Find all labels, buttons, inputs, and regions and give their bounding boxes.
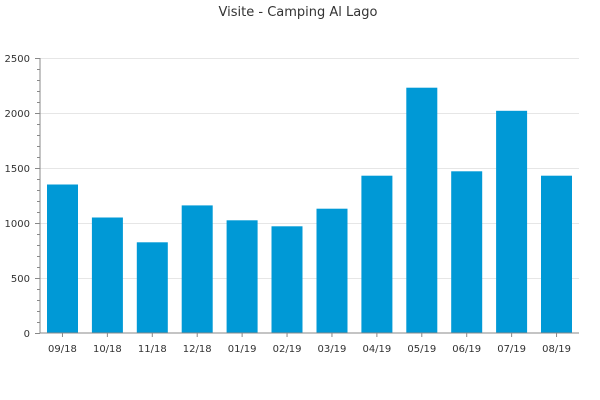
x-tick-label: 02/19 <box>273 344 302 355</box>
y-tick-label: 0 <box>24 329 30 340</box>
y-tick-label: 2500 <box>5 54 30 65</box>
bar-07-19 <box>496 110 528 333</box>
bar-04-19 <box>361 175 393 333</box>
bar-06-19 <box>451 171 483 333</box>
chart-title: Visite - Camping Al Lago <box>219 5 378 20</box>
bar-12-18 <box>181 205 213 333</box>
axes <box>39 58 579 334</box>
y-axis-ticks: 0 500 1000 1500 2000 2500 <box>5 54 40 340</box>
x-axis-ticks: 09/18 10/18 11/18 12/18 01/19 02/19 03/19 04/19… <box>48 333 571 355</box>
x-tick-label: 12/18 <box>183 344 212 355</box>
bar-09-18 <box>47 184 78 333</box>
bar-10-18 <box>91 217 123 333</box>
bar-08-19 <box>541 175 572 333</box>
x-tick-label: 03/19 <box>318 344 347 355</box>
gridlines <box>40 58 579 279</box>
bars <box>47 87 572 334</box>
y-tick-label: 1500 <box>5 164 30 175</box>
bar-11-18 <box>136 242 168 334</box>
y-tick-label: 1000 <box>5 219 30 230</box>
x-tick-label: 10/18 <box>93 344 122 355</box>
bar-01-19 <box>226 220 258 334</box>
bar-03-19 <box>316 208 348 333</box>
x-tick-label: 05/19 <box>407 344 436 355</box>
x-tick-label: 04/19 <box>362 344 391 355</box>
x-tick-label: 01/19 <box>228 344 257 355</box>
bar-05-19 <box>406 87 438 333</box>
y-tick-label: 2000 <box>5 109 30 120</box>
x-tick-label: 08/19 <box>542 344 571 355</box>
x-tick-label: 07/19 <box>497 344 526 355</box>
x-tick-label: 09/18 <box>48 344 77 355</box>
x-tick-label: 06/19 <box>452 344 481 355</box>
bar-02-19 <box>271 226 303 333</box>
x-tick-label: 11/18 <box>138 344 167 355</box>
y-tick-label: 500 <box>11 274 30 285</box>
